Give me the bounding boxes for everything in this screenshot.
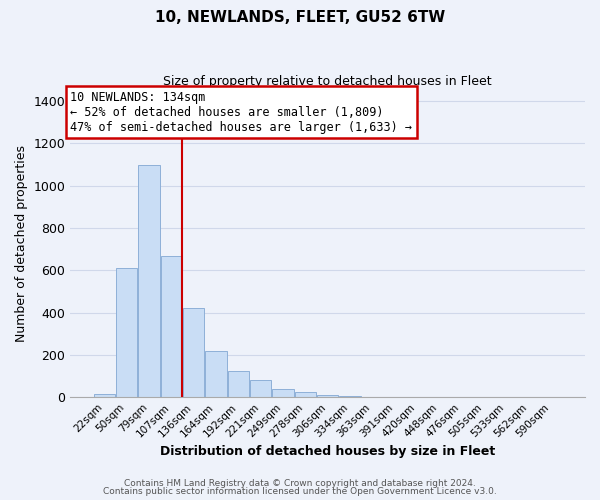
Bar (340, 396, 361, 397)
Bar (295, 392, 316, 397)
Bar (205, 350, 227, 397)
Bar (183, 308, 204, 397)
Bar (272, 389, 293, 397)
Y-axis label: Number of detached properties: Number of detached properties (15, 146, 28, 342)
Bar (317, 395, 338, 397)
Text: Contains public sector information licensed under the Open Government Licence v3: Contains public sector information licen… (103, 487, 497, 496)
Bar (250, 380, 271, 397)
Bar (139, 164, 160, 397)
Bar (227, 371, 249, 397)
Bar (94, 394, 115, 397)
Text: 10, NEWLANDS, FLEET, GU52 6TW: 10, NEWLANDS, FLEET, GU52 6TW (155, 10, 445, 25)
X-axis label: Distribution of detached houses by size in Fleet: Distribution of detached houses by size … (160, 444, 495, 458)
Bar (161, 256, 182, 397)
Bar (116, 268, 137, 397)
Text: Contains HM Land Registry data © Crown copyright and database right 2024.: Contains HM Land Registry data © Crown c… (124, 478, 476, 488)
Title: Size of property relative to detached houses in Fleet: Size of property relative to detached ho… (163, 75, 492, 88)
Text: 10 NEWLANDS: 134sqm
← 52% of detached houses are smaller (1,809)
47% of semi-det: 10 NEWLANDS: 134sqm ← 52% of detached ho… (70, 90, 412, 134)
